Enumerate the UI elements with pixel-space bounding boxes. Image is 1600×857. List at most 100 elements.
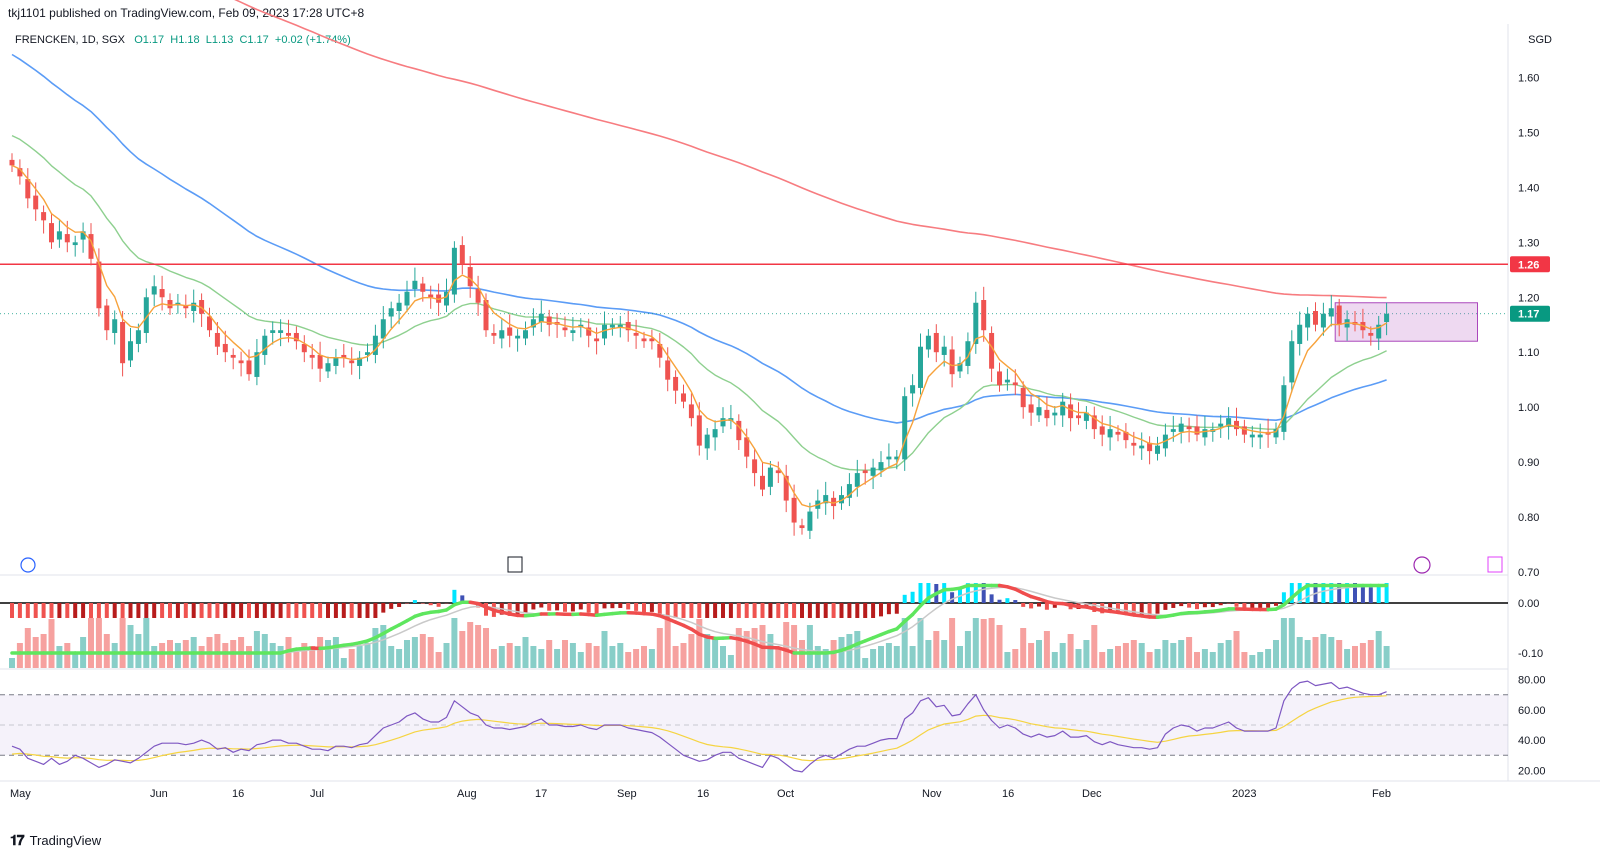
osc-histogram-bar [1321, 583, 1326, 603]
candle-body [1273, 429, 1279, 438]
osc-volume-bar [396, 649, 403, 668]
osc-volume-bar [111, 643, 118, 668]
osc-volume-bar [585, 643, 592, 668]
candle-body [1107, 429, 1113, 438]
candle-body [1376, 324, 1382, 339]
candle-body [712, 429, 718, 438]
candle-body [878, 462, 884, 471]
candle-body [617, 324, 623, 328]
time-tick-label: 17 [535, 788, 547, 800]
osc-volume-bar [1375, 631, 1382, 668]
osc-histogram-bar [112, 603, 117, 618]
osc-volume-bar [1352, 646, 1358, 668]
osc-volume-bar [506, 643, 513, 668]
osc-volume-bar [1312, 637, 1319, 668]
osc-volume-bar [103, 634, 110, 668]
rsi-tick-label: 80.00 [1518, 675, 1546, 687]
tradingview-brand[interactable]: 𝟏𝟕 TradingView [10, 832, 101, 849]
osc-volume-bar [712, 637, 719, 668]
osc-volume-bar [1138, 643, 1145, 668]
osc-histogram-bar [1202, 603, 1207, 608]
candle-body [1226, 418, 1232, 427]
osc-volume-bar [1067, 634, 1074, 668]
osc-histogram-bar [744, 603, 749, 618]
ohlc-high: H1.18 [170, 34, 200, 46]
time-tick-label: 16 [697, 788, 709, 800]
osc-volume-bar [514, 646, 521, 668]
candle-body [1178, 423, 1184, 432]
candle-body [949, 349, 955, 375]
osc-histogram-bar [33, 603, 38, 618]
osc-histogram-bar [1242, 603, 1247, 609]
osc-volume-bar [901, 618, 908, 668]
osc-volume-bar [340, 658, 347, 668]
osc-volume-bar [656, 628, 663, 668]
osc-histogram-bar [1037, 603, 1041, 607]
osc-histogram-bar [1171, 603, 1176, 608]
osc-histogram-bar [381, 603, 386, 613]
osc-volume-bar [996, 625, 1003, 668]
candle-body [720, 418, 726, 427]
osc-volume-bar [1186, 637, 1193, 668]
candle-body [1281, 385, 1287, 432]
osc-histogram-bar [1155, 603, 1160, 614]
osc-histogram-bar [776, 603, 781, 618]
osc-volume-bar [1099, 652, 1106, 668]
osc-volume-bar [174, 643, 181, 668]
osc-volume-bar [16, 643, 23, 668]
osc-histogram-bar [436, 603, 441, 607]
time-tick-label: Aug [457, 788, 477, 800]
osc-histogram-bar [104, 603, 109, 618]
osc-histogram-bar [1218, 603, 1223, 606]
time-tick-label: Sep [617, 788, 637, 800]
candle-body [317, 354, 323, 369]
osc-histogram-bar [1163, 603, 1168, 610]
osc-histogram-bar [397, 603, 402, 607]
osc-tick-label: 0.00 [1518, 598, 1539, 610]
candle-body [1328, 308, 1334, 317]
symbol-name[interactable]: FRENCKEN, 1D, SGX [15, 34, 126, 46]
candle-body [428, 294, 434, 298]
osc-histogram-bar [10, 603, 14, 618]
osc-histogram-bar [728, 603, 733, 618]
osc-volume-bar [569, 643, 576, 668]
earnings-upcoming-marker-icon [1487, 556, 1503, 573]
osc-volume-bar [325, 640, 331, 668]
osc-volume-bar [135, 634, 142, 668]
candle-body [1020, 387, 1026, 408]
osc-volume-bar [862, 658, 869, 668]
candle-body [965, 341, 971, 366]
candle-body [696, 415, 702, 446]
osc-volume-bar [1154, 649, 1161, 668]
osc-histogram-bar [373, 603, 378, 618]
candle-body [25, 179, 31, 199]
osc-histogram-bar [586, 603, 591, 613]
osc-histogram-bar [894, 603, 899, 614]
price-tick-label: 0.90 [1518, 457, 1539, 469]
osc-histogram-bar [1100, 603, 1105, 614]
osc-volume-bar [419, 634, 426, 668]
ema5-line [11, 164, 1387, 508]
osc-volume-bar [1146, 652, 1153, 668]
osc-volume-bar [664, 619, 671, 668]
candle-body [1091, 415, 1097, 430]
osc-histogram-bar [310, 603, 315, 618]
osc-histogram-bar [1029, 603, 1034, 609]
osc-histogram-bar [665, 603, 670, 618]
candle-body [1289, 341, 1295, 383]
osc-volume-bar [964, 631, 971, 668]
osc-histogram-bar [160, 603, 165, 618]
osc-histogram-bar [657, 603, 662, 617]
osc-histogram-bar [563, 603, 567, 612]
osc-histogram-bar [697, 603, 702, 618]
osc-histogram-bar [1187, 603, 1192, 608]
candle-body [570, 330, 576, 333]
candle-body [1218, 423, 1224, 427]
osc-volume-bar [24, 628, 31, 668]
osc-volume-bar [672, 646, 679, 668]
osc-volume-bar [893, 646, 900, 668]
osc-volume-bar [609, 646, 616, 668]
osc-volume-bar [1241, 652, 1248, 668]
osc-histogram-bar [1084, 603, 1089, 608]
